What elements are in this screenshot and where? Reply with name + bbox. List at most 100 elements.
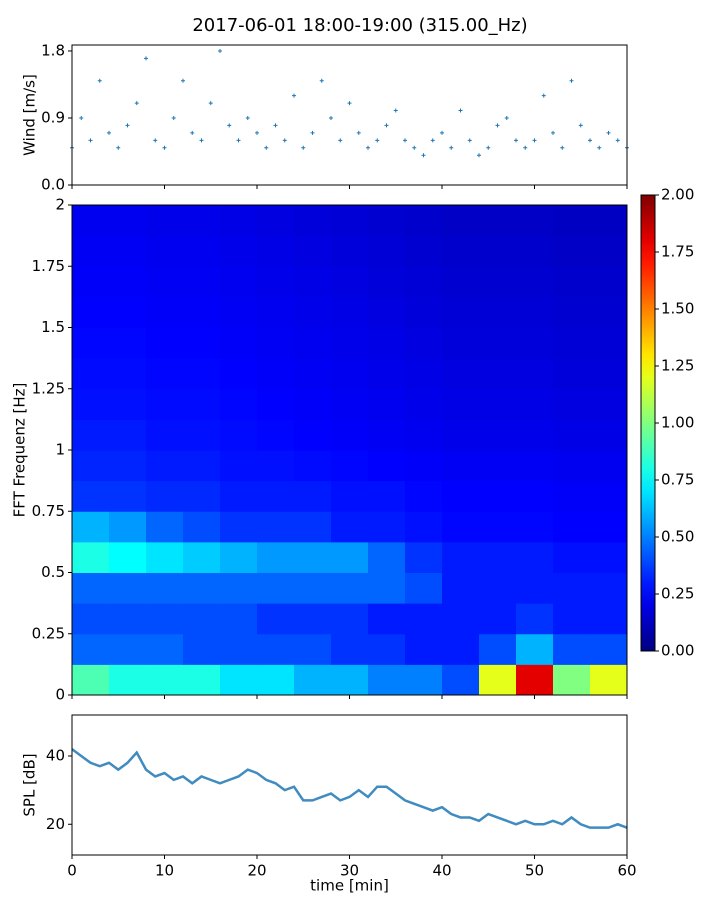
spectrogram-cell — [220, 480, 258, 512]
spectrogram-cell — [590, 480, 628, 512]
spectrogram-cell — [516, 511, 554, 543]
spectrogram-cell — [183, 235, 221, 267]
colorbar-tick-label: 0.00 — [661, 642, 694, 660]
spectrogram-cell — [294, 205, 332, 237]
spectrogram-cell — [442, 480, 480, 512]
spectrogram-cell — [442, 664, 480, 696]
spectrogram-cell — [331, 235, 369, 267]
spectrogram-cell — [220, 266, 258, 298]
spectrogram-cell — [590, 572, 628, 604]
spectrogram-cell — [331, 480, 369, 512]
spectrogram-cell — [442, 511, 480, 543]
spectrogram-cell — [442, 266, 480, 298]
spectrogram-cell — [590, 358, 628, 390]
spectrogram-cell — [183, 296, 221, 328]
wind-point — [523, 145, 528, 150]
colorbar-tick-label: 0.75 — [661, 471, 694, 489]
x-tick-label: 50 — [525, 862, 544, 880]
spectrogram-cell — [72, 572, 110, 604]
spectrogram-cell — [294, 541, 332, 573]
y-tick-label: 20 — [46, 815, 65, 833]
spectrogram-cell — [183, 480, 221, 512]
spectrogram-cell — [146, 664, 184, 696]
spectrogram-cell — [442, 358, 480, 390]
wind-point — [255, 130, 259, 135]
spectrogram-cell — [405, 450, 443, 482]
spectrogram-cell — [553, 327, 591, 359]
wind-point — [88, 138, 93, 143]
spectrogram-cell — [109, 603, 147, 635]
wind-point — [578, 123, 583, 128]
spectrogram-cell — [368, 235, 406, 267]
spectrogram-cell — [553, 664, 591, 696]
spectrogram-cell — [294, 358, 332, 390]
wind-point — [477, 153, 481, 158]
spectrogram-cell — [405, 296, 443, 328]
spectrogram-cell — [368, 296, 406, 328]
y-tick-label: 0.5 — [41, 563, 65, 581]
spectrogram-cell — [183, 388, 221, 420]
spectrogram-cell — [442, 296, 480, 328]
spectrogram-cell — [257, 664, 295, 696]
spectrogram-cell — [553, 205, 591, 237]
wind-point — [440, 130, 444, 135]
spectrogram-cell — [368, 572, 406, 604]
spectrogram-cell — [405, 266, 443, 298]
spectrogram-cell — [146, 572, 184, 604]
panel — [71, 748, 628, 829]
spectrogram-cell — [553, 480, 591, 512]
spectrogram-cell — [516, 235, 554, 267]
spectrogram-cell — [220, 633, 258, 665]
spectrogram-cell — [109, 388, 147, 420]
spectrogram-cell — [331, 419, 369, 451]
spectrogram-cell — [331, 327, 369, 359]
x-tick-label: 40 — [432, 862, 451, 880]
wind-point — [551, 130, 555, 135]
y-axis-label: Wind [m/s] — [21, 74, 39, 156]
spectrogram-cell — [590, 327, 628, 359]
spectrogram-cell — [331, 450, 369, 482]
spectrogram-cell — [72, 266, 110, 298]
wind-point — [236, 138, 241, 143]
wind-point — [116, 145, 121, 150]
colorbar-tick-label: 1.50 — [661, 300, 694, 318]
wind-point — [227, 123, 232, 128]
wind-point — [606, 130, 611, 135]
spectrogram-cell — [294, 296, 332, 328]
wind-point — [292, 93, 296, 98]
spectrogram-cell — [590, 266, 628, 298]
spectrogram-cell — [220, 541, 258, 573]
wind-point — [403, 138, 407, 143]
wind-point — [171, 115, 176, 120]
wind-point — [181, 78, 185, 83]
spectrogram-cell — [442, 388, 480, 420]
spectrogram-cell — [553, 450, 591, 482]
spectrogram-cell — [146, 235, 184, 267]
wind-point — [190, 130, 195, 135]
x-tick-label: 60 — [617, 862, 636, 880]
spectrogram-cell — [294, 327, 332, 359]
spectrogram-cell — [516, 266, 554, 298]
spectrogram-cell — [257, 572, 295, 604]
spectrogram-cell — [368, 541, 406, 573]
wind-point — [597, 145, 602, 150]
spectrogram-cell — [590, 419, 628, 451]
spectrogram-cell — [294, 664, 332, 696]
spectrogram-cell — [109, 235, 147, 267]
spectrogram-cell — [183, 419, 221, 451]
spectrogram-cell — [294, 450, 332, 482]
spectrogram-cell — [479, 327, 517, 359]
spectrogram-cell — [146, 633, 184, 665]
y-tick-label: 0.25 — [32, 624, 65, 642]
spectrogram-cell — [109, 205, 147, 237]
wind-point — [356, 130, 361, 135]
spectrogram-cell — [516, 205, 554, 237]
spectrogram-cell — [146, 480, 184, 512]
spectrogram-cell — [257, 388, 295, 420]
wind-point — [245, 115, 250, 120]
spectrogram-cell — [368, 419, 406, 451]
wind-point — [97, 78, 102, 83]
spectrogram-cell — [553, 388, 591, 420]
spectrogram-cell — [553, 358, 591, 390]
spectrogram-cell — [331, 572, 369, 604]
